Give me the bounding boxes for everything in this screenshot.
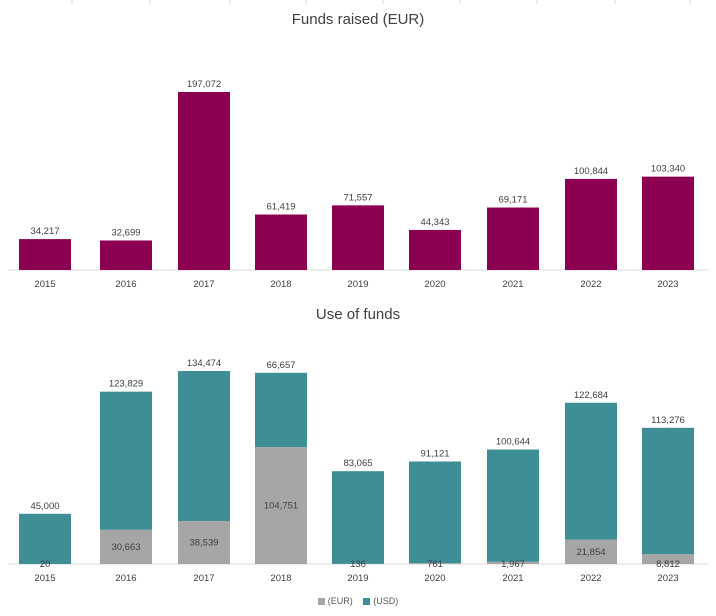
x-tick-label-2018: 2018 — [270, 279, 291, 290]
data-label-funds-raised-2020: 44,343 — [420, 217, 449, 228]
data-label-eur-2018: 104,751 — [264, 501, 298, 512]
data-label-usd-2016: 123,829 — [109, 379, 143, 390]
bar-funds-raised-2022 — [565, 178, 617, 270]
x-tick-label-2015: 2015 — [34, 279, 55, 290]
bar-eur-2021 — [487, 561, 539, 564]
data-label-eur-2017: 38,539 — [189, 538, 218, 549]
data-label-usd-2019: 83,065 — [343, 458, 372, 469]
bar-funds-raised-2015 — [19, 239, 71, 270]
data-label-usd-2015: 45,000 — [30, 501, 59, 512]
legend-label-eur: (EUR) — [327, 596, 353, 606]
bar-eur-2018 — [255, 447, 307, 564]
data-label-funds-raised-2017: 197,072 — [187, 79, 221, 90]
bar-usd-2015 — [19, 513, 71, 564]
x-tick-label-2-2018: 2018 — [270, 573, 291, 584]
x-tick-label-2023: 2023 — [657, 279, 678, 290]
bar-usd-2019 — [332, 471, 384, 564]
data-label-usd-2022: 122,684 — [574, 390, 608, 401]
bar-eur-2016 — [100, 529, 152, 564]
x-tick-label-2-2023: 2023 — [657, 573, 678, 584]
bar-eur-2023 — [642, 554, 694, 564]
bar-usd-2021 — [487, 449, 539, 562]
bar-usd-2020 — [409, 461, 461, 564]
legend-item-eur: (EUR) — [317, 596, 353, 606]
x-tick-label-2017: 2017 — [193, 279, 214, 290]
bar-funds-raised-2019 — [332, 205, 384, 270]
chart-title-funds-raised: Funds raised (EUR) — [291, 11, 425, 28]
bar-funds-raised-2020 — [409, 229, 461, 270]
bar-usd-2022 — [565, 402, 617, 540]
data-label-eur-2023: 8,812 — [656, 559, 680, 570]
x-tick-label-2-2020: 2020 — [424, 573, 445, 584]
x-tick-label-2020: 2020 — [424, 279, 445, 290]
data-label-eur-2016: 30,663 — [111, 542, 140, 553]
bar-usd-2016 — [100, 391, 152, 530]
x-tick-label-2-2017: 2017 — [193, 573, 214, 584]
data-label-funds-raised-2015: 34,217 — [30, 226, 59, 237]
data-label-funds-raised-2022: 100,844 — [574, 166, 608, 177]
chart-title-use-of-funds: Use of funds — [315, 306, 401, 323]
x-tick-label-2022: 2022 — [580, 279, 601, 290]
data-label-usd-2017: 134,474 — [187, 358, 221, 369]
data-label-funds-raised-2016: 32,699 — [111, 227, 140, 238]
top-border-ticks — [0, 0, 716, 4]
x-tick-label-2021: 2021 — [502, 279, 523, 290]
data-label-funds-raised-2018: 61,419 — [266, 202, 295, 213]
data-label-eur-2015: 20 — [40, 559, 51, 570]
bar-funds-raised-2016 — [100, 240, 152, 270]
data-label-eur-2021: 1,967 — [501, 559, 525, 570]
x-tick-label-2-2021: 2021 — [502, 573, 523, 584]
x-tick-label-2016: 2016 — [115, 279, 136, 290]
data-label-funds-raised-2019: 71,557 — [343, 192, 372, 203]
data-label-funds-raised-2021: 69,171 — [498, 195, 527, 206]
bar-funds-raised-2018 — [255, 214, 307, 270]
bar-eur-2022 — [565, 539, 617, 564]
data-label-funds-raised-2023: 103,340 — [651, 164, 685, 175]
bar-eur-2017 — [178, 521, 230, 564]
bar-funds-raised-2021 — [487, 207, 539, 270]
bar-funds-raised-2017 — [178, 92, 230, 270]
data-label-usd-2023: 113,276 — [651, 415, 685, 426]
bar-usd-2017 — [178, 371, 230, 522]
bar-eur-2020 — [409, 563, 461, 564]
bar-funds-raised-2023 — [642, 176, 694, 270]
data-label-eur-2022: 21,854 — [576, 547, 605, 558]
bar-usd-2018 — [255, 372, 307, 448]
data-label-eur-2019: 136 — [350, 559, 366, 570]
x-tick-label-2-2015: 2015 — [34, 573, 55, 584]
bar-usd-2023 — [642, 427, 694, 555]
legend-label-usd: (USD) — [373, 596, 399, 606]
data-label-usd-2020: 91,121 — [420, 449, 449, 460]
data-label-usd-2018: 66,657 — [266, 360, 295, 371]
data-label-eur-2020: 761 — [427, 559, 443, 570]
legend-item-usd: (USD) — [363, 596, 398, 606]
x-tick-label-2-2019: 2019 — [347, 573, 368, 584]
legend-swatch-usd — [363, 597, 371, 605]
legend: (EUR) (USD) — [0, 596, 716, 607]
legend-swatch-eur — [317, 597, 325, 605]
x-tick-label-2-2022: 2022 — [580, 573, 601, 584]
data-label-usd-2021: 100,644 — [496, 437, 530, 448]
x-tick-label-2019: 2019 — [347, 279, 368, 290]
x-tick-label-2-2016: 2016 — [115, 573, 136, 584]
